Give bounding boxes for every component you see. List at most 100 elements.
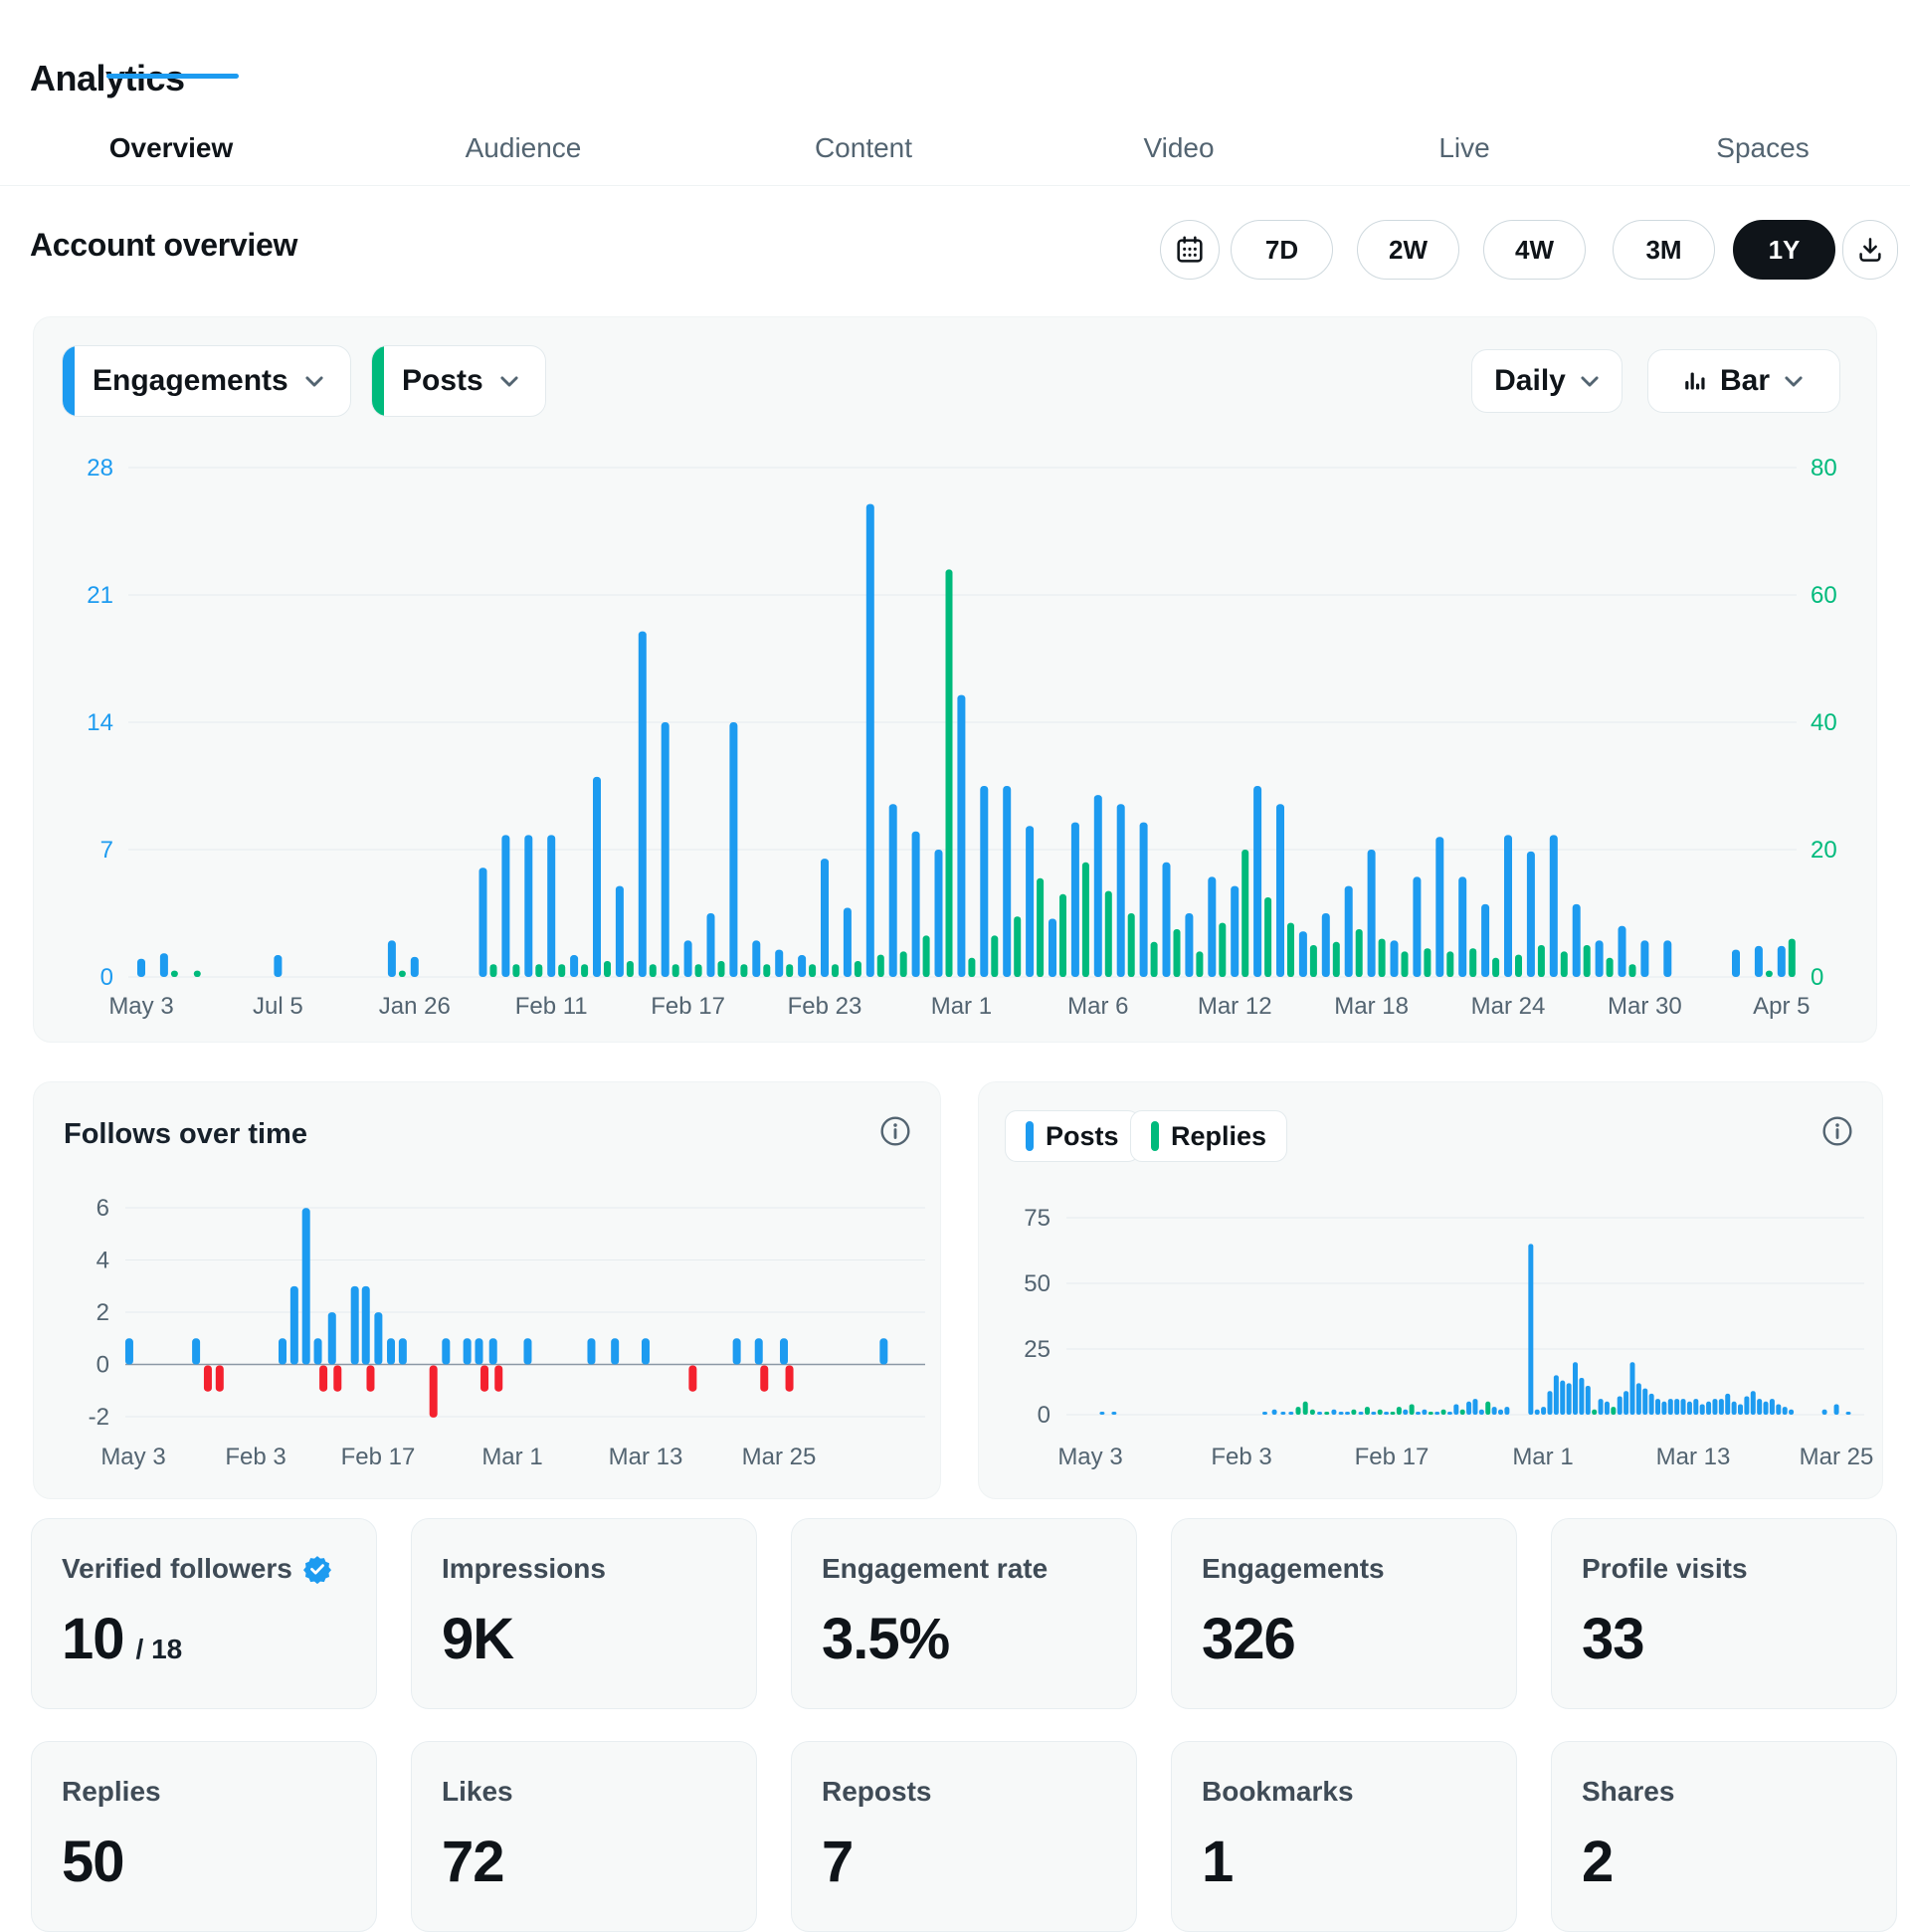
svg-text:Mar 13: Mar 13 [1656,1444,1731,1470]
tab-audience[interactable]: Audience [465,132,582,163]
svg-text:Mar 1: Mar 1 [1512,1444,1573,1470]
metric-card-likes: Likes 72 [411,1741,757,1932]
svg-text:Mar 24: Mar 24 [1471,993,1546,1020]
metric-label: Replies [62,1776,161,1807]
range-button-3m[interactable]: 3M [1613,220,1715,280]
svg-text:Feb 17: Feb 17 [341,1444,416,1470]
metric-value: 326 [1202,1607,1296,1671]
posts-accent-bar [372,346,384,416]
metric-value: 9K [442,1607,514,1671]
tab-live[interactable]: Live [1438,132,1490,163]
posts-selector-label: Posts [402,364,483,397]
follows-over-time-card: 6 4 2 0 -2 May 3 Feb 3 Feb 17 Mar 1 Mar 13 Mar 25 … [33,1081,941,1499]
range-button-7d[interactable]: 7D [1231,220,1333,280]
metric-card-verified-followers: Verified followers 10 / 18 [31,1518,377,1709]
metric-value: 50 [62,1830,125,1894]
metric-label: Impressions [442,1553,606,1584]
engagements-accent-bar [63,346,75,416]
info-icon[interactable] [1820,1114,1854,1148]
interval-label: Daily [1494,364,1566,397]
metric-label: Shares [1582,1776,1675,1807]
svg-text:4: 4 [96,1248,109,1274]
metric-card-reposts: Reposts 7 [791,1741,1137,1932]
posts-legend-swatch [1026,1121,1034,1151]
posts-legend-label: Posts [1046,1120,1119,1151]
bar-chart-icon [1685,372,1705,390]
tab-bar: Overview Audience Content Video Live Spaces [0,104,1910,185]
engagements-selector-label: Engagements [93,364,288,397]
engagements-series-selector[interactable]: Engagements [62,345,351,417]
metric-card-profile-visits: Profile visits 33 [1551,1518,1897,1709]
legend-replies[interactable]: Replies [1130,1110,1288,1162]
range-button-2w[interactable]: 2W [1357,220,1459,280]
svg-text:20: 20 [1811,837,1837,864]
svg-text:Apr 5: Apr 5 [1753,993,1810,1020]
metric-label: Reposts [822,1776,932,1807]
svg-text:May 3: May 3 [1057,1444,1122,1470]
svg-text:25: 25 [1024,1336,1050,1363]
chart-type-dropdown[interactable]: Bar [1647,349,1840,413]
svg-text:Mar 25: Mar 25 [1800,1444,1874,1470]
calendar-icon [1177,236,1203,263]
svg-text:50: 50 [1024,1270,1050,1297]
svg-text:28: 28 [87,455,113,482]
tabs-divider [0,185,1910,186]
metric-value: 2 [1582,1830,1614,1894]
svg-text:40: 40 [1811,709,1837,736]
metric-label: Bookmarks [1202,1776,1354,1807]
chevron-down-icon [1785,375,1803,386]
svg-text:Mar 25: Mar 25 [742,1444,817,1470]
metric-card-engagements: Engagements 326 [1171,1518,1517,1709]
svg-text:21: 21 [87,582,113,609]
replies-legend-label: Replies [1171,1120,1267,1151]
verified-badge-icon [302,1556,331,1584]
svg-text:2: 2 [96,1299,109,1326]
chevron-down-icon [305,375,323,386]
info-icon[interactable] [878,1114,912,1148]
legend-posts[interactable]: Posts [1005,1110,1140,1162]
svg-text:Feb 23: Feb 23 [788,993,862,1020]
metric-card-engagement-rate: Engagement rate 3.5% [791,1518,1137,1709]
posts-replies-card: 75 50 25 0 May 3 Feb 3 Feb 17 Mar 1 Mar 13 Mar 25… [978,1081,1883,1499]
chevron-down-icon [500,375,518,386]
svg-text:Mar 13: Mar 13 [609,1444,683,1470]
section-heading: Account overview [30,227,298,263]
svg-text:60: 60 [1811,582,1837,609]
range-button-4w[interactable]: 4W [1483,220,1586,280]
chart-type-label: Bar [1719,364,1771,397]
svg-text:May 3: May 3 [100,1444,165,1470]
chevron-down-icon [1581,375,1599,386]
metric-label: Likes [442,1776,513,1807]
svg-text:0: 0 [1811,964,1823,991]
tab-overview[interactable]: Overview [108,132,234,163]
svg-text:Mar 18: Mar 18 [1334,993,1409,1020]
tab-spaces[interactable]: Spaces [1716,132,1810,163]
svg-text:Jul 5: Jul 5 [253,993,303,1020]
svg-text:0: 0 [1038,1402,1050,1429]
metric-value: 3.5% [822,1607,950,1671]
posts-series-selector[interactable]: Posts [371,345,546,417]
posts-replies-chart: 75 50 25 0 May 3 Feb 3 Feb 17 Mar 1 Mar 13 Mar 25 [1024,1205,1874,1470]
svg-text:Mar 6: Mar 6 [1067,993,1128,1020]
interval-dropdown[interactable]: Daily [1471,349,1623,413]
svg-text:Feb 11: Feb 11 [515,993,588,1020]
metric-value: 1 [1202,1830,1234,1894]
metric-value: 33 [1582,1607,1645,1671]
range-button-1y[interactable]: 1Y [1733,220,1835,280]
metric-label: Verified followers [62,1553,292,1584]
svg-text:Feb 3: Feb 3 [1211,1444,1271,1470]
calendar-button[interactable] [1160,220,1220,280]
metric-label: Engagement rate [822,1553,1049,1584]
tab-content[interactable]: Content [814,132,913,163]
active-tab-underline [106,74,239,79]
metric-card-impressions: Impressions 9K [411,1518,757,1709]
svg-text:80: 80 [1811,455,1837,482]
page-title: Analytics [30,58,185,99]
svg-text:Feb 3: Feb 3 [225,1444,286,1470]
svg-text:May 3: May 3 [108,993,173,1020]
download-button[interactable] [1842,220,1898,280]
metric-card-bookmarks: Bookmarks 1 [1171,1741,1517,1932]
svg-text:Jan 26: Jan 26 [379,993,451,1020]
follows-chart-title: Follows over time [64,1118,307,1150]
tab-video[interactable]: Video [1143,132,1215,163]
